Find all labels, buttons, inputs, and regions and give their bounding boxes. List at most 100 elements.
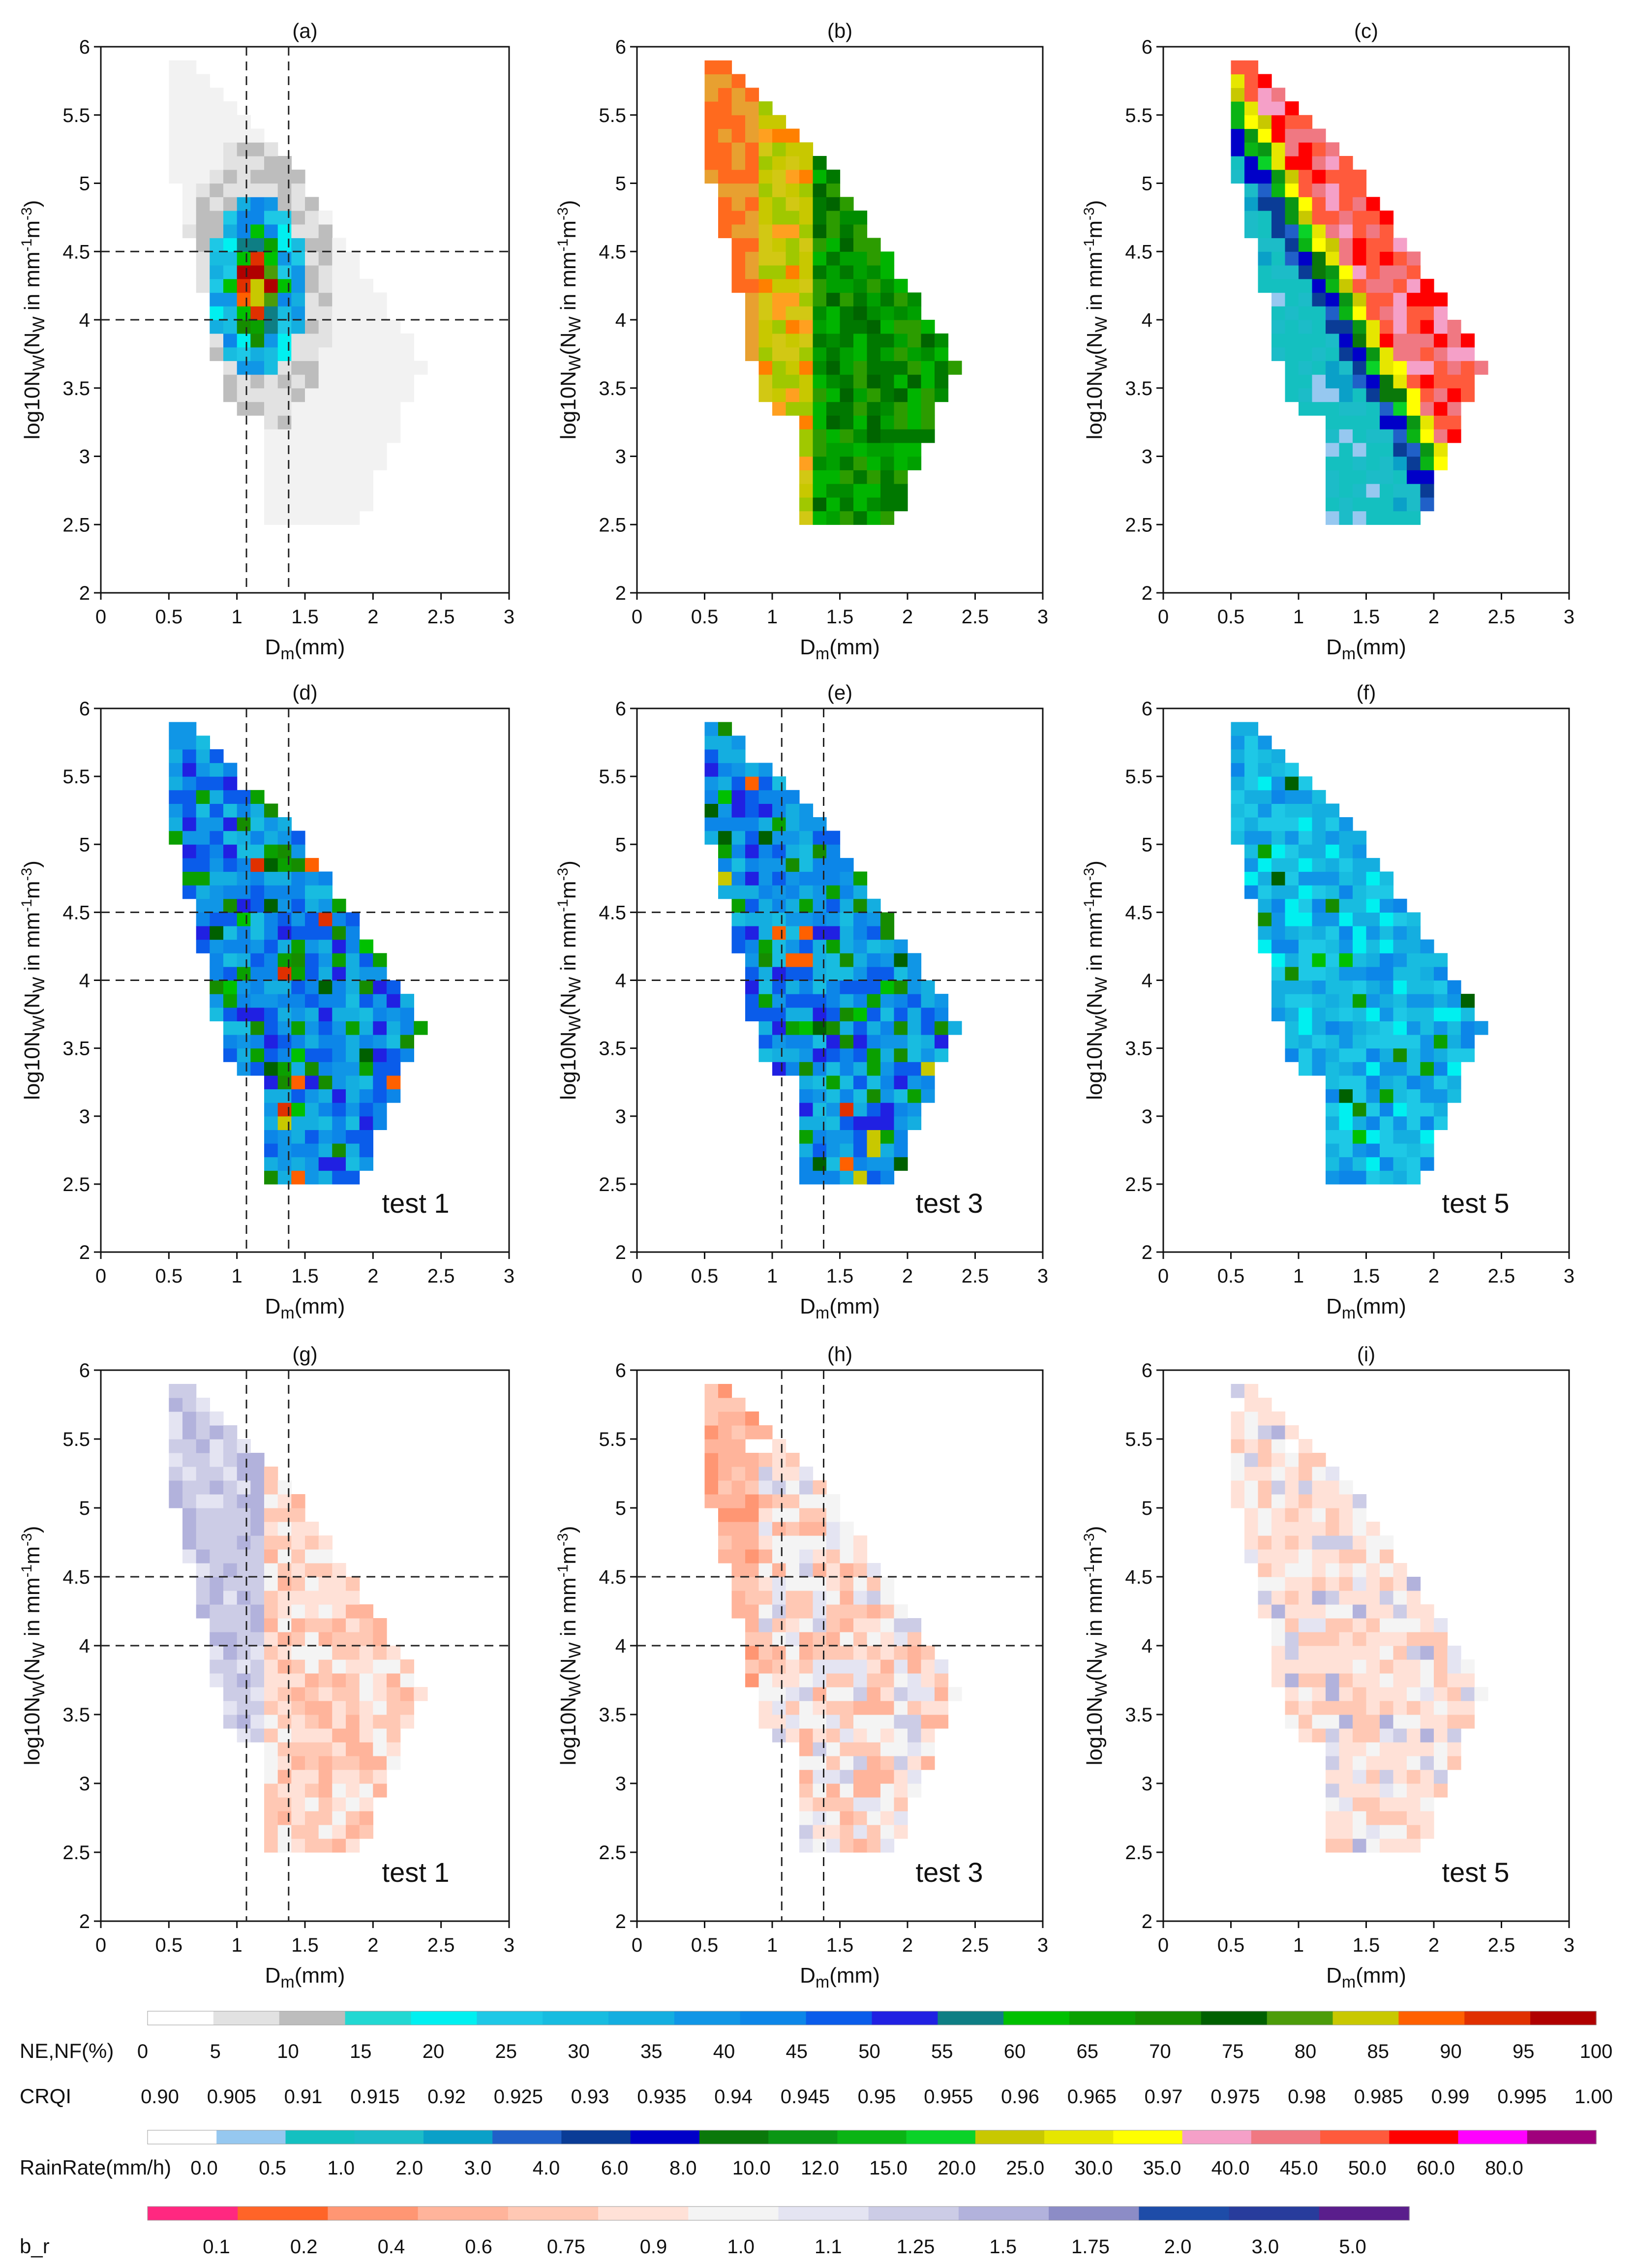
heatmap-cell bbox=[772, 980, 787, 994]
heatmap-cell bbox=[826, 511, 841, 525]
heatmap-cell bbox=[1366, 511, 1380, 525]
heatmap-cell bbox=[305, 885, 319, 899]
heatmap-cell bbox=[1339, 1659, 1353, 1674]
heatmap-cell bbox=[786, 1673, 800, 1687]
heatmap-cell bbox=[210, 1425, 224, 1440]
heatmap-cell bbox=[373, 442, 387, 457]
heatmap-cell bbox=[277, 429, 292, 443]
heatmap-cell bbox=[718, 763, 732, 777]
heatmap-cell bbox=[264, 1673, 278, 1687]
heatmap-cell bbox=[799, 1728, 814, 1743]
heatmap-cell bbox=[277, 1480, 292, 1495]
y-tick-label: 4 bbox=[615, 309, 626, 331]
heatmap-cell bbox=[1393, 1687, 1407, 1701]
heatmap-cell bbox=[758, 763, 773, 777]
heatmap-cell bbox=[1353, 292, 1367, 306]
heatmap-cell bbox=[758, 1480, 773, 1495]
heatmap-cell bbox=[291, 1522, 305, 1536]
heatmap-cell bbox=[1447, 415, 1461, 429]
heatmap-cell bbox=[1366, 456, 1380, 470]
heatmap-cell bbox=[264, 898, 278, 913]
heatmap-cell bbox=[1366, 1811, 1380, 1825]
heatmap-cell bbox=[1353, 1646, 1367, 1660]
heatmap-cell bbox=[799, 912, 814, 926]
heatmap-cell bbox=[182, 763, 197, 777]
heatmap-cell bbox=[1339, 388, 1353, 402]
legend-color-swatch bbox=[1003, 2011, 1070, 2025]
heatmap-cell bbox=[813, 1673, 827, 1687]
heatmap-cell bbox=[908, 953, 922, 967]
heatmap-cell bbox=[277, 292, 292, 306]
heatmap-cell bbox=[745, 844, 759, 858]
heatmap-cell bbox=[908, 347, 922, 361]
heatmap-cell bbox=[305, 1701, 319, 1715]
heatmap-cell bbox=[1420, 456, 1434, 470]
heatmap-cell bbox=[332, 374, 346, 389]
heatmap-cell bbox=[745, 966, 759, 981]
heatmap-cell bbox=[772, 1604, 787, 1619]
rainrate-legend-title: RainRate(mm/h) bbox=[20, 2156, 171, 2179]
heatmap-cell bbox=[1447, 980, 1461, 994]
legend-tick-label: 35 bbox=[640, 2041, 663, 2062]
heatmap-cell bbox=[346, 1618, 360, 1632]
heatmap-cell bbox=[908, 1007, 922, 1021]
legend-color-swatch bbox=[1139, 2207, 1230, 2220]
heatmap-cell bbox=[1380, 1632, 1394, 1646]
heatmap-cell bbox=[1285, 844, 1299, 858]
heatmap-cell bbox=[731, 790, 746, 804]
heatmap-cell bbox=[1326, 1007, 1340, 1021]
heatmap-cell bbox=[772, 858, 787, 872]
heatmap-cell bbox=[880, 442, 895, 457]
heatmap-cell bbox=[718, 1439, 732, 1453]
heatmap-cell bbox=[400, 1048, 414, 1062]
heatmap-cell bbox=[264, 1157, 278, 1171]
heatmap-cell bbox=[758, 1715, 773, 1729]
heatmap-cell bbox=[237, 401, 251, 416]
heatmap-cell bbox=[1271, 238, 1286, 252]
heatmap-cell bbox=[250, 817, 265, 831]
heatmap-cell bbox=[210, 251, 224, 266]
y-axis-label-part: (N bbox=[1083, 332, 1107, 355]
heatmap-cell bbox=[237, 844, 251, 858]
heatmap-cell bbox=[853, 953, 868, 967]
heatmap-cell bbox=[277, 156, 292, 170]
heatmap-cell bbox=[1271, 1007, 1286, 1021]
heatmap-cell bbox=[1366, 197, 1380, 211]
heatmap-cell bbox=[1285, 1687, 1299, 1701]
heatmap-cell bbox=[291, 238, 305, 252]
legend-color-swatch bbox=[1332, 2011, 1399, 2025]
heatmap-cell bbox=[318, 1075, 333, 1090]
y-tick-label: 4.5 bbox=[1125, 902, 1152, 923]
heatmap-cell bbox=[1299, 401, 1313, 416]
heatmap-cell bbox=[1353, 333, 1367, 348]
heatmap-cell bbox=[277, 1687, 292, 1701]
heatmap-cell bbox=[880, 1811, 895, 1825]
heatmap-cell bbox=[182, 224, 197, 239]
heatmap-cell bbox=[318, 401, 333, 416]
heatmap-cell bbox=[223, 156, 238, 170]
heatmap-cell bbox=[1299, 790, 1313, 804]
legend-tick-label: 0.1 bbox=[203, 2236, 230, 2258]
heatmap-cell bbox=[853, 1549, 868, 1563]
heatmap-cell bbox=[346, 1007, 360, 1021]
heatmap-cell bbox=[786, 347, 800, 361]
x-tick-label: 2 bbox=[902, 606, 913, 628]
heatmap-cell bbox=[1380, 1797, 1394, 1811]
heatmap-cell bbox=[1271, 1673, 1286, 1687]
heatmap-cell bbox=[853, 388, 868, 402]
heatmap-cell bbox=[237, 238, 251, 252]
heatmap-cell bbox=[1312, 1480, 1326, 1495]
heatmap-cell bbox=[840, 1143, 854, 1158]
heatmap-cell bbox=[1366, 1157, 1380, 1171]
heatmap-cell bbox=[1393, 333, 1407, 348]
heatmap-cell bbox=[1244, 776, 1259, 791]
heatmap-cell bbox=[1366, 994, 1380, 1008]
heatmap-cell bbox=[237, 224, 251, 239]
heatmap-cell bbox=[826, 415, 841, 429]
heatmap-cell bbox=[1258, 142, 1272, 156]
heatmap-cell bbox=[908, 980, 922, 994]
heatmap-cell bbox=[1271, 871, 1286, 886]
heatmap-cell bbox=[1339, 1756, 1353, 1770]
heatmap-cell bbox=[1353, 169, 1367, 184]
heatmap-cell bbox=[1312, 156, 1326, 170]
